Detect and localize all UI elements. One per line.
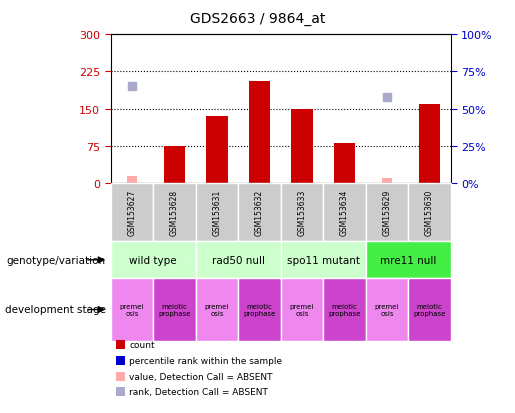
Text: genotype/variation: genotype/variation (7, 255, 106, 265)
Text: mre11 null: mre11 null (380, 255, 436, 265)
Bar (334, 144, 355, 184)
Text: premei
osis: premei osis (290, 303, 314, 316)
Text: meiotic
prophase: meiotic prophase (158, 303, 191, 316)
Bar (366, 242, 451, 279)
Text: rad50 null: rad50 null (212, 255, 265, 265)
Bar (281, 279, 323, 341)
Point (383, 94, 391, 101)
Bar (366, 279, 408, 341)
Bar (196, 279, 238, 341)
Text: GSM153634: GSM153634 (340, 190, 349, 236)
Bar (408, 184, 451, 242)
Bar (249, 82, 270, 184)
Bar (164, 147, 185, 184)
Text: GSM153628: GSM153628 (170, 190, 179, 236)
Text: premei
osis: premei osis (120, 303, 144, 316)
Text: rank, Detection Call = ABSENT: rank, Detection Call = ABSENT (129, 387, 268, 396)
Bar (153, 184, 196, 242)
Text: count: count (129, 340, 155, 349)
Bar (111, 184, 153, 242)
Bar (238, 184, 281, 242)
Text: GSM153630: GSM153630 (425, 190, 434, 236)
Text: GSM153631: GSM153631 (213, 190, 221, 236)
Text: wild type: wild type (129, 255, 177, 265)
Bar (419, 104, 440, 184)
Bar (366, 184, 408, 242)
Bar (207, 117, 228, 184)
Text: percentile rank within the sample: percentile rank within the sample (129, 356, 282, 365)
Text: premei
osis: premei osis (375, 303, 399, 316)
Bar (281, 184, 323, 242)
Text: GSM153632: GSM153632 (255, 190, 264, 236)
Text: GDS2663 / 9864_at: GDS2663 / 9864_at (190, 12, 325, 26)
Text: premei
osis: premei osis (205, 303, 229, 316)
Bar (127, 176, 138, 184)
Text: GSM153633: GSM153633 (298, 190, 306, 236)
Text: spo11 mutant: spo11 mutant (287, 255, 359, 265)
Text: meiotic
prophase: meiotic prophase (243, 303, 276, 316)
Text: value, Detection Call = ABSENT: value, Detection Call = ABSENT (129, 372, 273, 381)
Bar (238, 279, 281, 341)
Bar (111, 242, 196, 279)
Text: meiotic
prophase: meiotic prophase (413, 303, 445, 316)
Bar (323, 279, 366, 341)
Point (128, 84, 136, 90)
Bar (382, 179, 392, 184)
Bar (281, 242, 366, 279)
Bar (291, 109, 313, 184)
Bar (153, 279, 196, 341)
Text: GSM153629: GSM153629 (383, 190, 391, 236)
Bar (111, 279, 153, 341)
Bar (323, 184, 366, 242)
Text: development stage: development stage (5, 305, 106, 315)
Bar (408, 279, 451, 341)
Bar (196, 184, 238, 242)
Bar (196, 242, 281, 279)
Text: meiotic
prophase: meiotic prophase (328, 303, 360, 316)
Text: GSM153627: GSM153627 (128, 190, 136, 236)
